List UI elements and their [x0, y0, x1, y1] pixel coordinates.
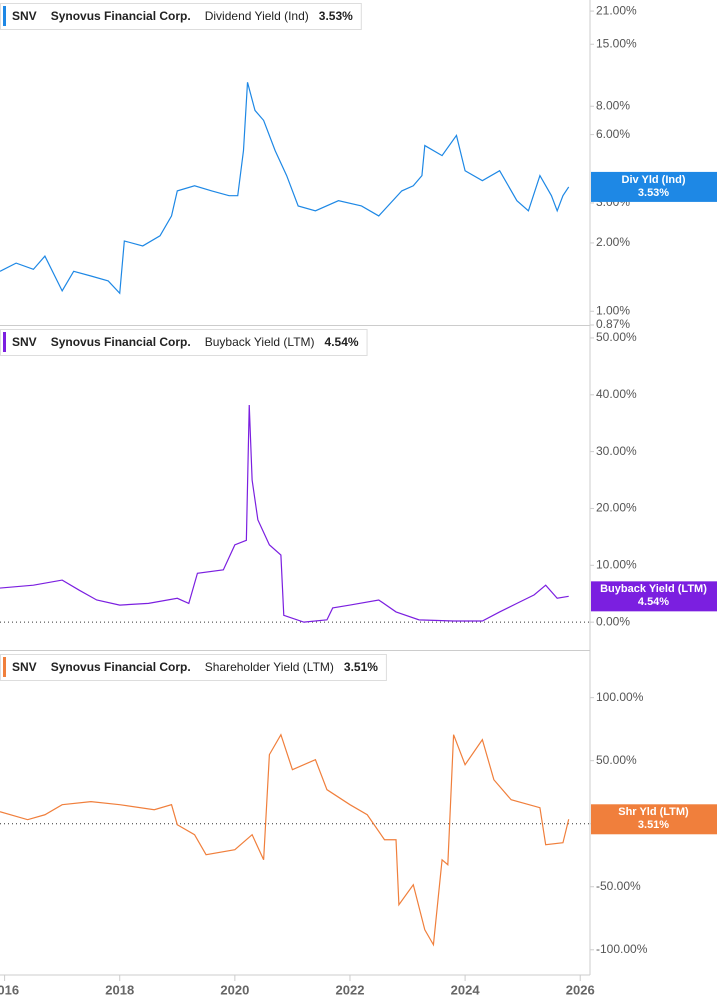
tag-label: Shr Yld (LTM) [618, 806, 689, 818]
legend-ticker: SNV [12, 660, 37, 674]
y-tick-label: 40.00% [596, 387, 637, 401]
legend: SNV Synovus Financial Corp. Dividend Yield… [0, 3, 362, 30]
y-tick-label: -100.00% [596, 942, 648, 956]
y-tick-label: 1.00% [596, 303, 630, 317]
legend-ticker: SNV [12, 335, 37, 349]
series-line [0, 404, 569, 623]
legend-ticker: SNV [12, 9, 37, 23]
legend-swatch [3, 332, 6, 352]
y-tick-label: 50.00% [596, 753, 637, 767]
y-tick-label: 30.00% [596, 444, 637, 458]
tag-value: 4.54% [638, 596, 669, 608]
y-tick-label: -50.00% [596, 879, 641, 893]
y-tick-label: 21.00% [596, 3, 637, 17]
legend-value: 4.54% [325, 335, 359, 349]
x-tick-label: 2024 [451, 982, 481, 997]
legend-swatch [3, 6, 6, 26]
legend-series: Shareholder Yield (LTM) [205, 660, 334, 674]
y-tick-label: 2.00% [596, 235, 630, 249]
legend-series: Buyback Yield (LTM) [205, 335, 315, 349]
legend-box [0, 3, 362, 30]
y-tick-label: 100.00% [596, 690, 644, 704]
x-tick-label: 2018 [105, 982, 134, 997]
x-tick-label: 2022 [336, 982, 365, 997]
legend: SNV Synovus Financial Corp. Shareholder Yi… [0, 654, 387, 681]
y-tick-label: 0.00% [596, 614, 630, 628]
legend: SNV Synovus Financial Corp. Buyback Yield … [0, 329, 368, 356]
y-tick-label: 20.00% [596, 501, 637, 515]
series-line [0, 82, 570, 295]
legend-series: Dividend Yield (Ind) [205, 9, 309, 23]
y-tick-label: 10.00% [596, 557, 637, 571]
legend-value: 3.53% [319, 9, 353, 23]
y-tick-label: 15.00% [596, 36, 637, 50]
value-tag [591, 581, 717, 612]
tag-label: Buyback Yield (LTM) [600, 583, 707, 595]
tag-value: 3.53% [638, 187, 669, 199]
x-tick-label: 2026 [566, 982, 595, 997]
legend-company: Synovus Financial Corp. [51, 660, 191, 674]
value-tag [591, 171, 717, 202]
legend-value: 3.51% [344, 660, 378, 674]
y-tick-label: 0.87% [596, 317, 630, 331]
y-tick-label: 6.00% [596, 127, 630, 141]
y-tick-label: 8.00% [596, 98, 630, 112]
legend-company: Synovus Financial Corp. [51, 335, 191, 349]
series-line [0, 733, 570, 947]
tag-label: Div Yld (Ind) [622, 174, 686, 186]
legend-box [0, 654, 387, 681]
x-tick-label: 2020 [220, 982, 249, 997]
tag-value: 3.51% [638, 819, 669, 831]
x-tick-label: 2016 [0, 982, 19, 997]
legend-company: Synovus Financial Corp. [51, 9, 191, 23]
legend-swatch [3, 657, 6, 677]
legend-box [0, 329, 368, 356]
value-tag [591, 804, 717, 835]
y-tick-label: 50.00% [596, 330, 637, 344]
